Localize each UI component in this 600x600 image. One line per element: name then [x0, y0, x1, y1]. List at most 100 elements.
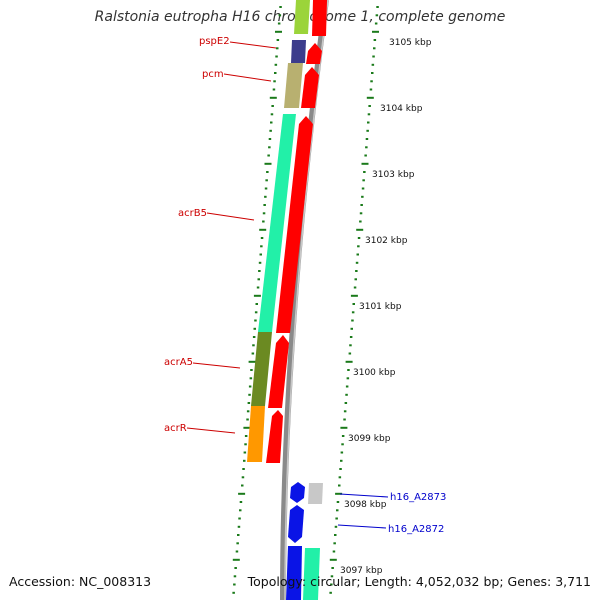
outer-ring-minor-tick — [349, 344, 352, 347]
leader-pspE2 — [229, 41, 277, 49]
outer-ring-minor-tick — [332, 550, 336, 553]
inner-ring-minor-tick — [279, 6, 282, 8]
outer-ring-minor-tick — [351, 319, 354, 322]
outer-ring-minor-tick — [363, 171, 366, 173]
inner-ring-major-tick — [264, 162, 272, 165]
outer-ring-minor-tick — [365, 138, 369, 140]
feature-bottom-blue[interactable] — [286, 546, 302, 600]
outer-ring-minor-tick — [362, 179, 365, 182]
outer-ring-minor-tick — [341, 443, 344, 446]
inner-ring-minor-tick — [232, 591, 235, 594]
accession-text: Accession: NC_008313 — [9, 574, 152, 589]
outer-ring-minor-tick — [355, 261, 359, 264]
inner-ring-minor-tick — [243, 459, 246, 462]
gene-label-acrA5[interactable]: acrA5 — [164, 357, 193, 368]
feature-h16_A2873[interactable] — [290, 482, 305, 503]
inner-ring-minor-tick — [244, 443, 247, 446]
feature-pcm[interactable] — [284, 63, 303, 108]
gene-label-h16_A2872[interactable]: h16_A2872 — [388, 524, 444, 535]
outer-ring-minor-tick — [368, 105, 371, 107]
inner-ring-minor-tick — [237, 534, 240, 536]
inner-ring-minor-tick — [246, 418, 249, 421]
inner-ring-minor-tick — [239, 501, 243, 503]
scale-label-3097: 3097 kbp — [340, 566, 383, 576]
inner-ring-minor-tick — [241, 476, 245, 479]
scale-label-3103: 3103 kbp — [372, 170, 415, 180]
outer-ring-minor-tick — [344, 402, 348, 404]
feature-bottom-green[interactable] — [303, 548, 320, 600]
forward-strand-features — [247, 0, 310, 462]
outer-ring-minor-tick — [360, 204, 363, 206]
inner-ring-minor-tick — [252, 336, 256, 338]
outer-ring-minor-tick — [361, 187, 365, 190]
cds-arrow-2[interactable] — [306, 43, 322, 64]
outer-ring-minor-tick — [350, 327, 353, 330]
gene-label-leaders — [186, 41, 389, 529]
outer-ring-major-tick — [340, 426, 348, 429]
scale-label-3102: 3102 kbp — [365, 236, 408, 246]
inner-ring-minor-tick — [254, 311, 258, 314]
outer-ring-minor-tick — [347, 369, 350, 371]
outer-ring-minor-tick — [357, 245, 360, 248]
cds-arrow-6[interactable] — [266, 410, 283, 463]
inner-ring-minor-tick — [260, 245, 263, 248]
feature-top-fragment[interactable] — [294, 0, 310, 34]
inner-ring-minor-tick — [263, 204, 266, 206]
outer-ring-minor-tick — [372, 55, 375, 58]
inner-ring-minor-tick — [273, 80, 276, 83]
outer-ring-major-tick — [361, 162, 369, 165]
cds-arrow-5[interactable] — [268, 335, 289, 408]
inner-ring-major-tick — [232, 558, 240, 561]
inner-ring-minor-tick — [256, 286, 260, 289]
outer-ring-minor-tick — [370, 80, 373, 83]
scale-label-3101: 3101 kbp — [359, 302, 402, 312]
outer-ring-minor-tick — [356, 253, 359, 256]
inner-ring-minor-tick — [233, 583, 236, 586]
gene-label-h16_A2873[interactable]: h16_A2873 — [390, 492, 446, 503]
inner-ring-minor-tick — [243, 451, 247, 454]
cds-arrow-1[interactable] — [312, 0, 327, 36]
outer-ring-minor-tick — [367, 113, 371, 116]
outer-ring-minor-tick — [343, 418, 346, 421]
genome-info-text: Topology: circular; Length: 4,052,032 bp… — [247, 574, 591, 589]
feature-pspE2[interactable] — [291, 40, 306, 63]
feature-h16_A2872[interactable] — [288, 505, 304, 543]
inner-ring-major-tick — [238, 492, 246, 495]
feature-h16_A2873-partner[interactable] — [308, 483, 323, 504]
inner-ring-minor-tick — [258, 261, 262, 264]
outer-ring-minor-tick — [349, 336, 353, 338]
inner-ring-minor-tick — [266, 171, 269, 173]
cds-arrow-4[interactable] — [276, 116, 313, 333]
outer-ring-minor-tick — [375, 14, 379, 17]
inner-ring-minor-tick — [259, 253, 262, 256]
outer-ring-minor-tick — [341, 435, 345, 437]
leader-h16_A2872 — [337, 524, 387, 529]
feature-acrA5[interactable] — [251, 332, 272, 406]
gene-label-acrR[interactable]: acrR — [164, 423, 187, 434]
gene-label-pcm[interactable]: pcm — [202, 69, 224, 80]
forward-cds-arrows — [266, 0, 327, 463]
outer-ring-minor-tick — [334, 525, 338, 528]
inner-ring-minor-tick — [248, 393, 251, 396]
feature-acrB5[interactable] — [258, 114, 296, 332]
inner-ring-minor-tick — [244, 435, 248, 437]
inner-ring-major-tick — [275, 30, 282, 33]
inner-ring-minor-tick — [272, 88, 276, 91]
outer-ring-major-tick — [345, 360, 353, 363]
leader-acrR — [186, 427, 236, 434]
feature-acrR[interactable] — [247, 406, 265, 462]
outer-ring-minor-tick — [361, 195, 364, 198]
outer-ring-major-tick — [372, 30, 379, 33]
inner-tick-ring — [232, 6, 282, 594]
inner-ring-minor-tick — [251, 352, 255, 355]
outer-ring-minor-tick — [345, 385, 349, 388]
leader-acrB5 — [206, 212, 255, 221]
inner-ring-minor-tick — [258, 270, 261, 272]
cds-arrow-3[interactable] — [301, 67, 319, 108]
gene-label-pspE2[interactable]: pspE2 — [199, 36, 230, 47]
inner-ring-minor-tick — [276, 47, 279, 50]
gene-label-acrB5[interactable]: acrB5 — [178, 208, 207, 219]
inner-ring-minor-tick — [236, 542, 239, 545]
outer-ring-minor-tick — [340, 451, 344, 454]
inner-ring-minor-tick — [270, 113, 274, 116]
